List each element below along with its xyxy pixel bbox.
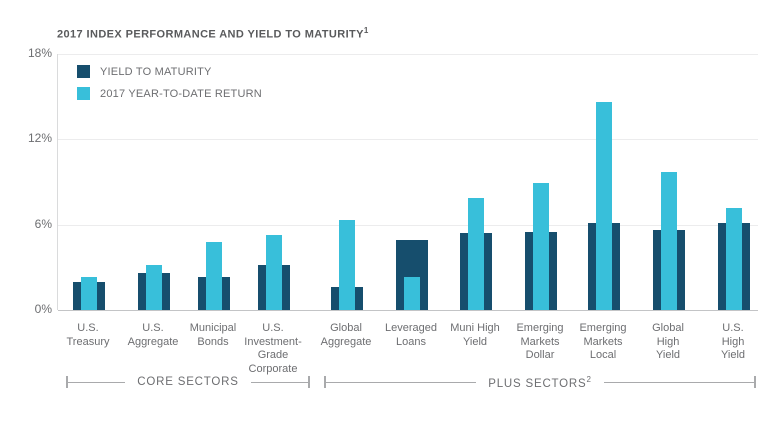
x-label-line: U.S. [262,322,284,334]
gridline-6 [58,224,758,226]
x-label-line: Leveraged [385,322,437,334]
x-label-emerging-markets-local: Emerging Markets Local [558,322,648,363]
legend-label: YIELD TO MATURITY [100,65,212,78]
legend-swatch-cyan [77,87,90,100]
x-label-line: Investment- [244,335,302,348]
y-tick-label-0: 0% [34,302,52,316]
x-label-line: Corporate [248,362,298,375]
legend-item-yield-to-maturity: YIELD TO MATURITY [77,65,262,78]
bar-group-emerging-markets-local [588,102,620,310]
sector-bracket-core-sectors: CORE SECTORS [66,376,310,388]
sector-bracket-footnote-marker: 2 [586,374,592,384]
bracket-end-tick [66,376,68,388]
x-label-line: Emerging [579,322,627,334]
x-label-line: U.S. [722,322,744,334]
bracket-line [68,381,126,383]
chart-title-text: 2017 INDEX PERFORMANCE AND YIELD TO MATU… [57,28,364,41]
x-label-line: Global [330,322,362,334]
bar-ytd-return-municipal-bonds [206,241,222,310]
x-label-line: Yield [462,335,488,348]
bar-ytd-return-muni-high-yield [468,197,484,310]
gridline-12 [58,139,758,141]
x-label-line: High [721,335,745,348]
bar-ytd-return-u-s-investment-grade-corporate [266,234,282,310]
plot-area: YIELD TO MATURITY 2017 YEAR-TO-DATE RETUR… [57,54,758,311]
bracket-end-tick [324,376,326,388]
x-label-emerging-markets-dollar: Emerging Markets Dollar [495,322,585,363]
x-label-line: Markets [520,335,560,348]
x-label-line: Dollar [525,349,555,361]
bracket-end-tick [754,376,757,388]
x-label-line: Treasury [66,335,110,348]
bracket-line [603,381,755,383]
bar-group-u-s-treasury [73,277,105,310]
x-label-line: Grade [257,349,289,361]
x-label-line: Aggregate [320,335,372,348]
bar-group-global-high-yield [653,172,685,310]
bar-ytd-return-u-s-treasury [81,277,97,310]
bar-group-leveraged-loans [396,240,428,310]
bracket-line [250,381,308,383]
bar-group-muni-high-yield [460,197,492,310]
legend-swatch-navy [77,65,90,78]
x-label-global-aggregate: Global Aggregate [301,322,391,349]
x-label-line: Municipal [189,322,237,334]
bar-ytd-return-global-high-yield [661,172,677,310]
y-tick-label-18: 18% [27,46,52,60]
x-label-global-high-yield: Global High Yield [623,322,713,363]
x-axis-labels: U.S. Treasury U.S. Aggregate Municipal Bonds U… [57,322,757,378]
bar-ytd-return-global-aggregate [339,220,355,310]
x-label-line: Emerging [516,322,564,334]
x-label-muni-high-yield: Muni High Yield [430,322,520,349]
sector-bracket-plus-sectors: PLUS SECTORS2 [324,374,757,390]
bar-group-u-s-high-yield [718,207,750,310]
bar-ytd-return-u-s-high-yield [726,207,742,310]
bar-group-u-s-investment-grade-corporate [258,234,290,310]
x-label-line: Global [652,322,684,334]
x-label-line: Local [589,349,617,361]
x-label-line: Markets [583,335,623,348]
legend: YIELD TO MATURITY 2017 YEAR-TO-DATE RETUR… [77,65,262,109]
sector-bracket-label: PLUS SECTORS2 [488,374,592,390]
gridline-18 [58,54,758,55]
x-label-line: Yield [720,349,746,361]
bracket-end-tick [308,376,310,388]
chart-title: 2017 INDEX PERFORMANCE AND YIELD TO MATU… [57,26,369,41]
x-label-u-s-investment-grade-corporate: U.S. Investment- Grade Corporate [228,322,318,376]
x-label-u-s-treasury: U.S. Treasury [43,322,133,349]
x-label-line: Bonds [197,335,229,348]
y-tick-label-6: 6% [34,216,52,231]
bar-ytd-return-leveraged-loans [404,277,420,310]
legend-item-2017-year-to-date-return: 2017 YEAR-TO-DATE RETURN [77,87,262,100]
x-label-line: Aggregate [127,335,179,348]
x-label-line: Loans [396,335,426,348]
chart-title-footnote-marker: 1 [363,26,369,35]
bar-group-global-aggregate [331,220,363,310]
x-label-line: U.S. [142,322,164,334]
x-label-municipal-bonds: Municipal Bonds [168,322,258,349]
y-tick-label-12: 12% [27,131,52,146]
legend-label: 2017 YEAR-TO-DATE RETURN [100,87,262,100]
x-label-line: Muni High [450,322,500,334]
bar-group-emerging-markets-dollar [525,183,557,310]
bar-ytd-return-emerging-markets-dollar [533,183,549,310]
bar-group-u-s-aggregate [138,264,170,310]
bracket-line [326,381,477,383]
x-label-u-s-aggregate: U.S. Aggregate [108,322,198,349]
bar-ytd-return-emerging-markets-local [596,102,612,310]
x-label-u-s-high-yield: U.S. High Yield [688,322,768,363]
x-label-leveraged-loans: Leveraged Loans [366,322,456,349]
bar-group-municipal-bonds [198,241,230,310]
x-label-line: Yield [655,349,681,361]
sector-bracket-label: CORE SECTORS [137,376,239,388]
x-label-line: High [656,335,680,348]
gridline-0 [58,310,758,311]
x-label-line: U.S. [77,322,99,334]
bar-ytd-return-u-s-aggregate [146,264,162,310]
